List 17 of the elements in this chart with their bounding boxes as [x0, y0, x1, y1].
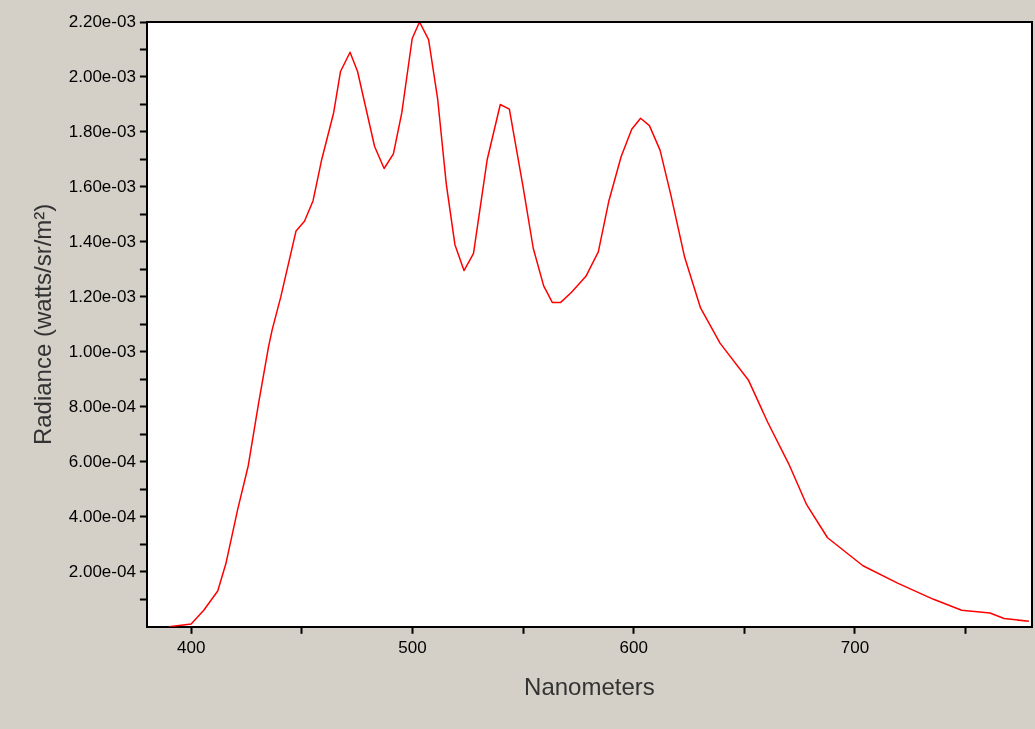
y-tick-label: 1.60e-03 [68, 176, 136, 196]
y-tick-label: 1.20e-03 [68, 286, 136, 306]
y-tick-label: 1.40e-03 [68, 231, 136, 251]
y-tick-label: 1.00e-03 [68, 341, 136, 361]
x-tick-label: 700 [840, 637, 870, 657]
y-tick-label: 8.00e-04 [68, 396, 136, 416]
y-tick-label: 2.20e-03 [68, 11, 136, 31]
x-tick-label: 600 [619, 637, 648, 657]
y-tick-label: 2.00e-03 [68, 66, 136, 86]
y-tick-label: 6.00e-04 [68, 451, 136, 471]
y-tick-label: 2.00e-04 [68, 561, 136, 581]
x-tick-label: 500 [398, 637, 427, 657]
x-axis-title: Nanometers [524, 673, 655, 701]
y-tick-label: 4.00e-04 [68, 506, 136, 526]
y-axis-title: Radiance (watts/sr/m²) [29, 203, 57, 446]
x-tick-label: 400 [176, 637, 206, 657]
y-tick-label: 1.80e-03 [68, 121, 136, 141]
